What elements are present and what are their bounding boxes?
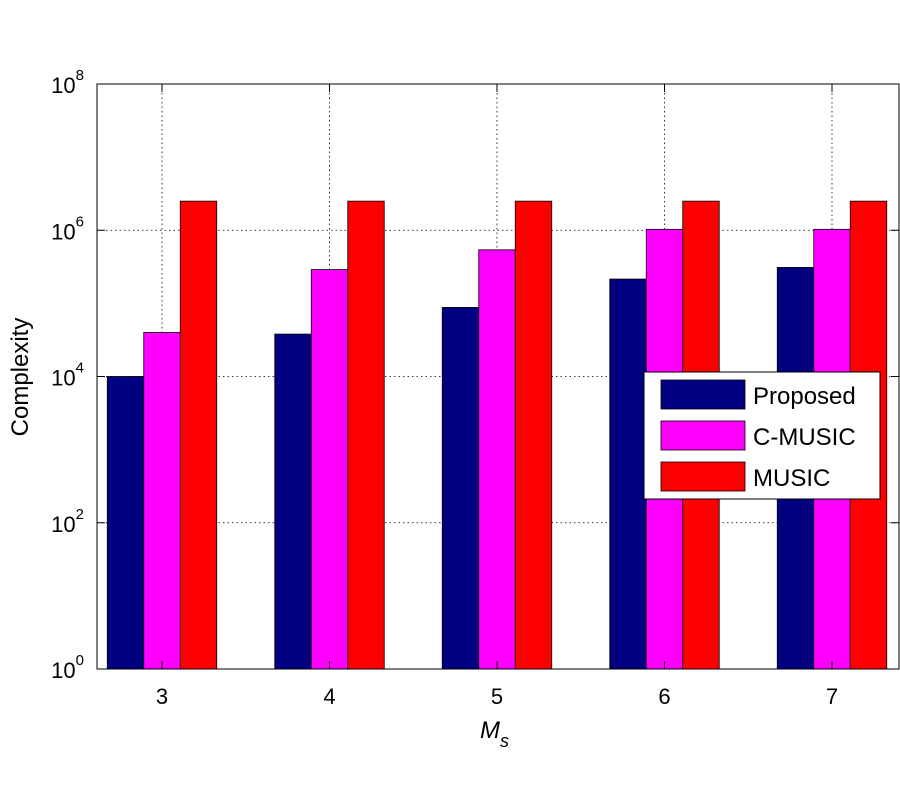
bar-c-music	[310, 269, 349, 670]
x-tick-labels: 3 4 5 6 7	[156, 684, 838, 709]
bar-music	[514, 200, 553, 670]
y-tick-label: 104	[51, 360, 84, 391]
bar-proposed	[274, 333, 312, 670]
bar-music	[347, 200, 385, 670]
y-tick-label: 106	[51, 213, 84, 244]
axis-ticks	[97, 83, 899, 670]
x-tick-label: 7	[826, 684, 838, 709]
bar-proposed	[609, 278, 647, 670]
x-axis-label: Ms	[480, 717, 509, 751]
legend: Proposed C-MUSIC MUSIC	[643, 371, 881, 500]
legend-label-proposed: Proposed	[753, 383, 856, 410]
x-tick-label: 3	[156, 684, 168, 709]
x-tick-label: 6	[658, 684, 670, 709]
legend-swatch-music	[660, 461, 746, 492]
bar-proposed	[441, 307, 480, 670]
x-tick-label: 4	[323, 684, 335, 709]
legend-swatch-proposed	[660, 379, 746, 410]
bar-c-music	[143, 332, 181, 670]
y-axis-label: Complexity	[7, 318, 34, 437]
bar-c-music	[478, 249, 516, 670]
legend-swatch-c-music	[660, 420, 746, 451]
y-tick-label: 108	[51, 67, 84, 98]
legend-label-c-music: C-MUSIC	[753, 424, 856, 451]
legend-label-music: MUSIC	[753, 465, 830, 492]
bar-music	[179, 200, 218, 670]
bar-proposed	[106, 376, 145, 670]
x-tick-label: 5	[491, 684, 503, 709]
y-tick-label: 102	[51, 506, 84, 537]
y-tick-label: 100	[51, 652, 84, 683]
y-tick-labels: 100 102 104 106 108	[51, 67, 84, 683]
